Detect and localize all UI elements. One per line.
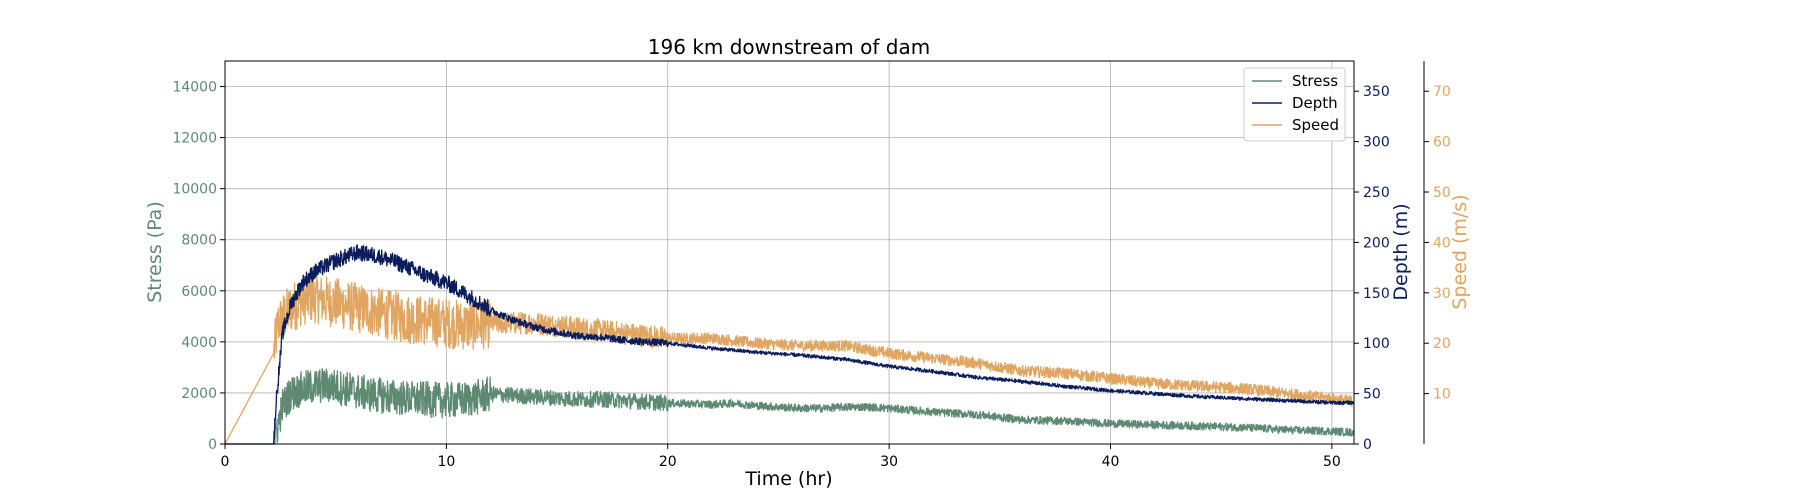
stress-tick-label: 10000 <box>172 182 217 198</box>
plot-frame <box>224 60 1355 445</box>
stress-tick-label: 14000 <box>172 80 217 96</box>
depth-tick-label: 50 <box>1363 387 1381 403</box>
speed-axis: 10 20 30 40 50 60 70 <box>1423 61 1451 444</box>
depth-tick-label: 150 <box>1363 286 1390 302</box>
depth-tick-label: 300 <box>1363 135 1390 151</box>
speed-tick-label: 40 <box>1433 235 1451 251</box>
stress-tick-label: 12000 <box>172 131 217 147</box>
speed-axis-label: Speed (m/s) <box>1449 194 1471 309</box>
stress-tick-label: 8000 <box>181 233 217 249</box>
x-axis: 0 10 20 30 40 50 <box>221 444 1341 470</box>
series-line-stress <box>225 368 1355 445</box>
legend: Stress Depth Speed <box>1243 67 1346 142</box>
legend-label-depth: Depth <box>1292 94 1338 112</box>
stress-tick-label: 0 <box>208 437 217 453</box>
depth-tick-label: 200 <box>1363 235 1390 251</box>
stress-axis-label: Stress (Pa) <box>144 201 166 303</box>
legend-label-stress: Stress <box>1292 72 1338 90</box>
x-tick-label: 40 <box>1102 454 1120 470</box>
series-lines <box>224 244 1355 445</box>
series-line-speed <box>224 272 1355 445</box>
speed-tick-label: 60 <box>1433 135 1451 151</box>
chart-title: 196 km downstream of dam <box>648 35 930 59</box>
depth-tick-label: 250 <box>1363 185 1390 201</box>
speed-tick-label: 20 <box>1433 336 1451 352</box>
x-tick-label: 20 <box>659 454 677 470</box>
legend-box <box>1243 67 1346 142</box>
x-tick-label: 10 <box>437 454 455 470</box>
legend-label-speed: Speed <box>1292 116 1339 134</box>
speed-tick-label: 50 <box>1433 185 1451 201</box>
stress-axis: 0 2000 4000 6000 8000 10000 12000 14000 <box>172 80 225 453</box>
stress-tick-label: 2000 <box>181 386 217 402</box>
speed-tick-label: 30 <box>1433 286 1451 302</box>
x-tick-label: 0 <box>221 454 230 470</box>
speed-tick-label: 70 <box>1433 84 1451 100</box>
depth-tick-label: 350 <box>1363 84 1390 100</box>
depth-tick-label: 100 <box>1363 336 1390 352</box>
depth-axis: 0 50 100 150 200 250 300 350 <box>1354 84 1390 453</box>
depth-axis-label: Depth (m) <box>1390 203 1412 300</box>
speed-tick-label: 10 <box>1433 387 1451 403</box>
x-tick-label: 50 <box>1323 454 1341 470</box>
x-tick-label: 30 <box>880 454 898 470</box>
depth-tick-label: 0 <box>1363 437 1372 453</box>
series-line-depth <box>225 244 1355 445</box>
stress-tick-label: 4000 <box>181 335 217 351</box>
x-axis-label: Time (hr) <box>744 468 832 490</box>
stress-tick-label: 6000 <box>181 284 217 300</box>
